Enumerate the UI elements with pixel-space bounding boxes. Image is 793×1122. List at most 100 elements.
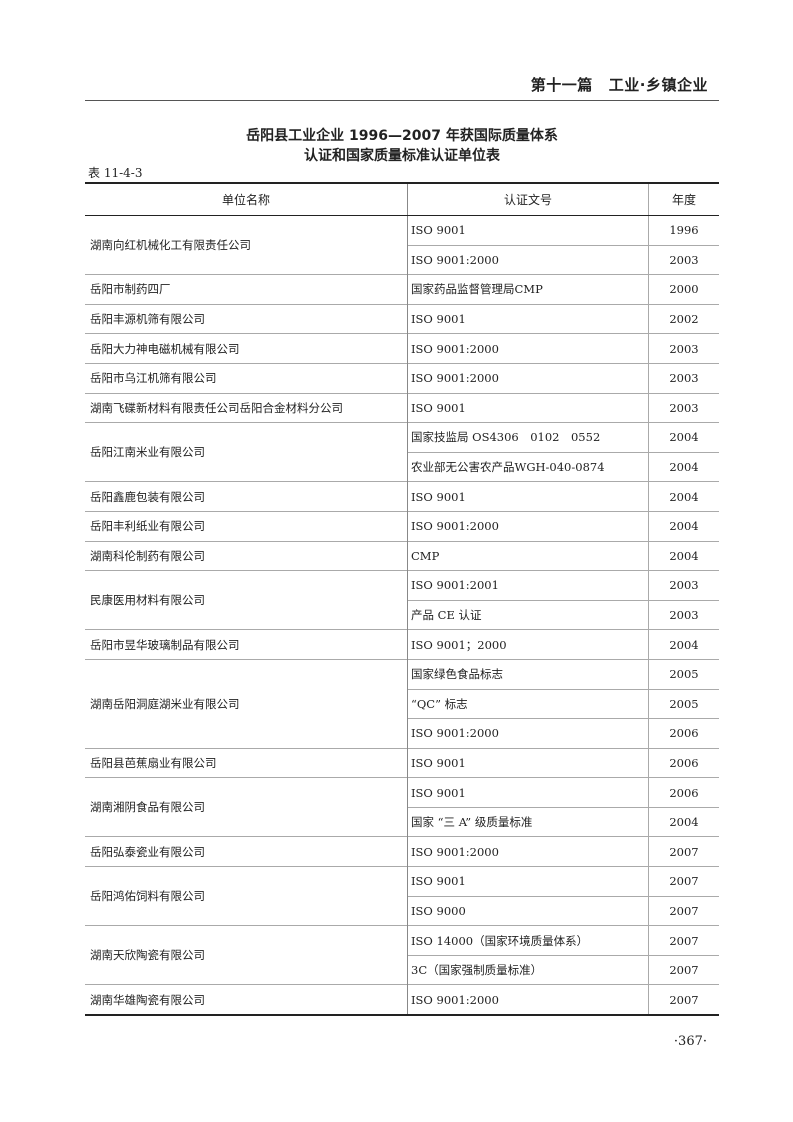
unit-name: 民康医用材料有限公司 xyxy=(85,570,408,630)
table-row: 农业部无公害农产品WGH-040-0874 2004 xyxy=(85,451,719,482)
header-cert-number: 认证文号 xyxy=(407,182,649,216)
table-row: 岳阳市乌江机筛有限公司 ISO 9001:2000 2003 xyxy=(85,362,719,394)
table-row: 岳阳鑫鹿包装有限公司 ISO 9001 2004 xyxy=(85,481,719,512)
cert-number: ISO 9001 xyxy=(407,481,649,512)
cert-number: “QC” 标志 xyxy=(407,688,649,719)
unit-name: 岳阳市制药四厂 xyxy=(85,274,408,305)
unit-name: 岳阳弘泰瓷业有限公司 xyxy=(85,836,408,867)
cert-number: ISO 9001 xyxy=(407,866,649,897)
table-title-line1: 岳阳县工业企业 1996—2007 年获国际质量体系 xyxy=(246,128,558,144)
cert-number: CMP xyxy=(407,540,649,571)
cert-number: 产品 CE 认证 xyxy=(407,599,649,630)
cert-number: ISO 9001 xyxy=(407,747,649,778)
cert-year: 2007 xyxy=(648,836,719,867)
cert-year: 2004 xyxy=(648,540,719,571)
cert-year: 2000 xyxy=(648,274,719,305)
table-row: 产品 CE 认证 2003 xyxy=(85,599,719,630)
table-title-line2: 认证和国家质量标准认证单位表 xyxy=(304,148,500,164)
cert-number: ISO 9001 xyxy=(407,777,649,808)
table-row: 岳阳市昱华玻璃制品有限公司 ISO 9001；2000 2004 xyxy=(85,629,719,660)
cert-year: 2004 xyxy=(648,451,719,482)
unit-name: 湖南岳阳洞庭湖米业有限公司 xyxy=(85,658,408,749)
cert-number: 农业部无公害农产品WGH-040-0874 xyxy=(407,451,649,482)
cert-year: 2006 xyxy=(648,747,719,778)
page-number: ·367· xyxy=(673,1034,707,1049)
unit-name: 湖南湘阴食品有限公司 xyxy=(85,777,408,837)
cert-year: 2003 xyxy=(648,333,719,364)
cert-year: 2004 xyxy=(648,629,719,660)
part-label: 第十一篇 xyxy=(530,76,593,94)
unit-name: 岳阳丰源机筛有限公司 xyxy=(85,303,408,334)
table-row: 民康医用材料有限公司 ISO 9001:2001 2003 xyxy=(85,570,719,630)
cert-number: 3C（国家强制质量标准） xyxy=(407,954,649,985)
table-row: 国家 “三 A” 级质量标准 2004 xyxy=(85,806,719,837)
cert-year: 2007 xyxy=(648,984,719,1017)
cert-year: 2003 xyxy=(648,362,719,394)
header-year: 年度 xyxy=(648,182,719,216)
table-row: 湖南飞碟新材料有限责任公司岳阳合金材料分公司 ISO 9001 2003 xyxy=(85,392,719,423)
cert-year: 2005 xyxy=(648,688,719,719)
unit-name: 湖南飞碟新材料有限责任公司岳阳合金材料分公司 xyxy=(85,392,408,423)
table-row: 岳阳江南米业有限公司 国家技监局 OS4306 0102 0552 2004 xyxy=(85,422,719,482)
table-row: 岳阳弘泰瓷业有限公司 ISO 9001:2000 2007 xyxy=(85,836,719,867)
table-row: ISO 9000 2007 xyxy=(85,895,719,926)
cert-year: 2004 xyxy=(648,481,719,512)
cert-year: 2002 xyxy=(648,303,719,334)
cert-year: 2007 xyxy=(648,925,719,956)
cert-number: ISO 9000 xyxy=(407,895,649,926)
table-row: ISO 9001:2000 2003 xyxy=(85,244,719,275)
table-row: ISO 9001:2000 2006 xyxy=(85,718,719,749)
unit-name: 湖南华雄陶瓷有限公司 xyxy=(85,984,408,1017)
cert-number: ISO 9001:2000 xyxy=(407,836,649,867)
unit-name: 湖南天欣陶瓷有限公司 xyxy=(85,925,408,985)
cert-year: 2007 xyxy=(648,866,719,897)
cert-year: 2006 xyxy=(648,718,719,749)
table-row: 3C（国家强制质量标准） 2007 xyxy=(85,954,719,985)
cert-number: ISO 9001 xyxy=(407,215,649,246)
table-row: 岳阳县芭蕉扇业有限公司 ISO 9001 2006 xyxy=(85,747,719,778)
table-header-row: 单位名称 认证文号 年度 xyxy=(85,182,719,216)
table-row: 岳阳丰利纸业有限公司 ISO 9001:2000 2004 xyxy=(85,510,719,542)
running-header: 第十一篇 工业·乡镇企业 xyxy=(531,74,708,95)
cert-year: 2005 xyxy=(648,658,719,689)
table-row: 湖南岳阳洞庭湖米业有限公司 国家绿色食品标志 2005 xyxy=(85,658,719,749)
cert-year: 2003 xyxy=(648,392,719,423)
cert-year: 2004 xyxy=(648,510,719,542)
cert-year: 2003 xyxy=(648,570,719,601)
cert-year: 2004 xyxy=(648,422,719,453)
unit-name: 岳阳鑫鹿包装有限公司 xyxy=(85,481,408,512)
cert-year: 1996 xyxy=(648,215,719,246)
table-row: 岳阳大力神电磁机械有限公司 ISO 9001:2000 2003 xyxy=(85,333,719,364)
unit-name: 岳阳县芭蕉扇业有限公司 xyxy=(85,747,408,778)
table-row: 岳阳市制药四厂 国家药品监督管理局CMP 2000 xyxy=(85,274,719,305)
cert-number: ISO 9001:2000 xyxy=(407,362,649,394)
table-row: “QC” 标志 2005 xyxy=(85,688,719,719)
cert-year: 2003 xyxy=(648,244,719,275)
cert-number: ISO 9001；2000 xyxy=(407,629,649,660)
cert-number: ISO 9001:2000 xyxy=(407,984,649,1017)
table-number: 表 11-4-3 xyxy=(88,166,143,180)
cert-year: 2006 xyxy=(648,777,719,808)
cert-number: ISO 9001 xyxy=(407,392,649,423)
table-row: 湖南华雄陶瓷有限公司 ISO 9001:2000 2007 xyxy=(85,984,719,1017)
cert-year: 2007 xyxy=(648,895,719,926)
section-label: 工业·乡镇企业 xyxy=(608,76,708,94)
certification-table: 单位名称 认证文号 年度 湖南向红机械化工有限责任公司 ISO 9001 1996 I… xyxy=(85,182,719,1017)
cert-number: 国家药品监督管理局CMP xyxy=(407,274,649,305)
cert-number: 国家 “三 A” 级质量标准 xyxy=(407,806,649,837)
cert-year: 2007 xyxy=(648,954,719,985)
table-row: 岳阳鸿佑饲料有限公司 ISO 9001 2007 xyxy=(85,866,719,926)
cert-number: 国家技监局 OS4306 0102 0552 xyxy=(407,422,649,453)
cert-year: 2004 xyxy=(648,806,719,837)
cert-number: ISO 9001:2000 xyxy=(407,718,649,749)
unit-name: 湖南向红机械化工有限责任公司 xyxy=(85,214,408,275)
unit-name: 岳阳江南米业有限公司 xyxy=(85,422,408,482)
cert-number: ISO 9001 xyxy=(407,303,649,334)
table-row: 岳阳丰源机筛有限公司 ISO 9001 2002 xyxy=(85,303,719,334)
cert-number: ISO 9001:2001 xyxy=(407,570,649,601)
unit-name: 岳阳鸿佑饲料有限公司 xyxy=(85,866,408,926)
header-divider xyxy=(85,100,719,101)
unit-name: 岳阳市昱华玻璃制品有限公司 xyxy=(85,629,408,660)
cert-number: ISO 9001:2000 xyxy=(407,333,649,364)
table-row: 湖南天欣陶瓷有限公司 ISO 14000（国家环境质量体系） 2007 xyxy=(85,925,719,985)
